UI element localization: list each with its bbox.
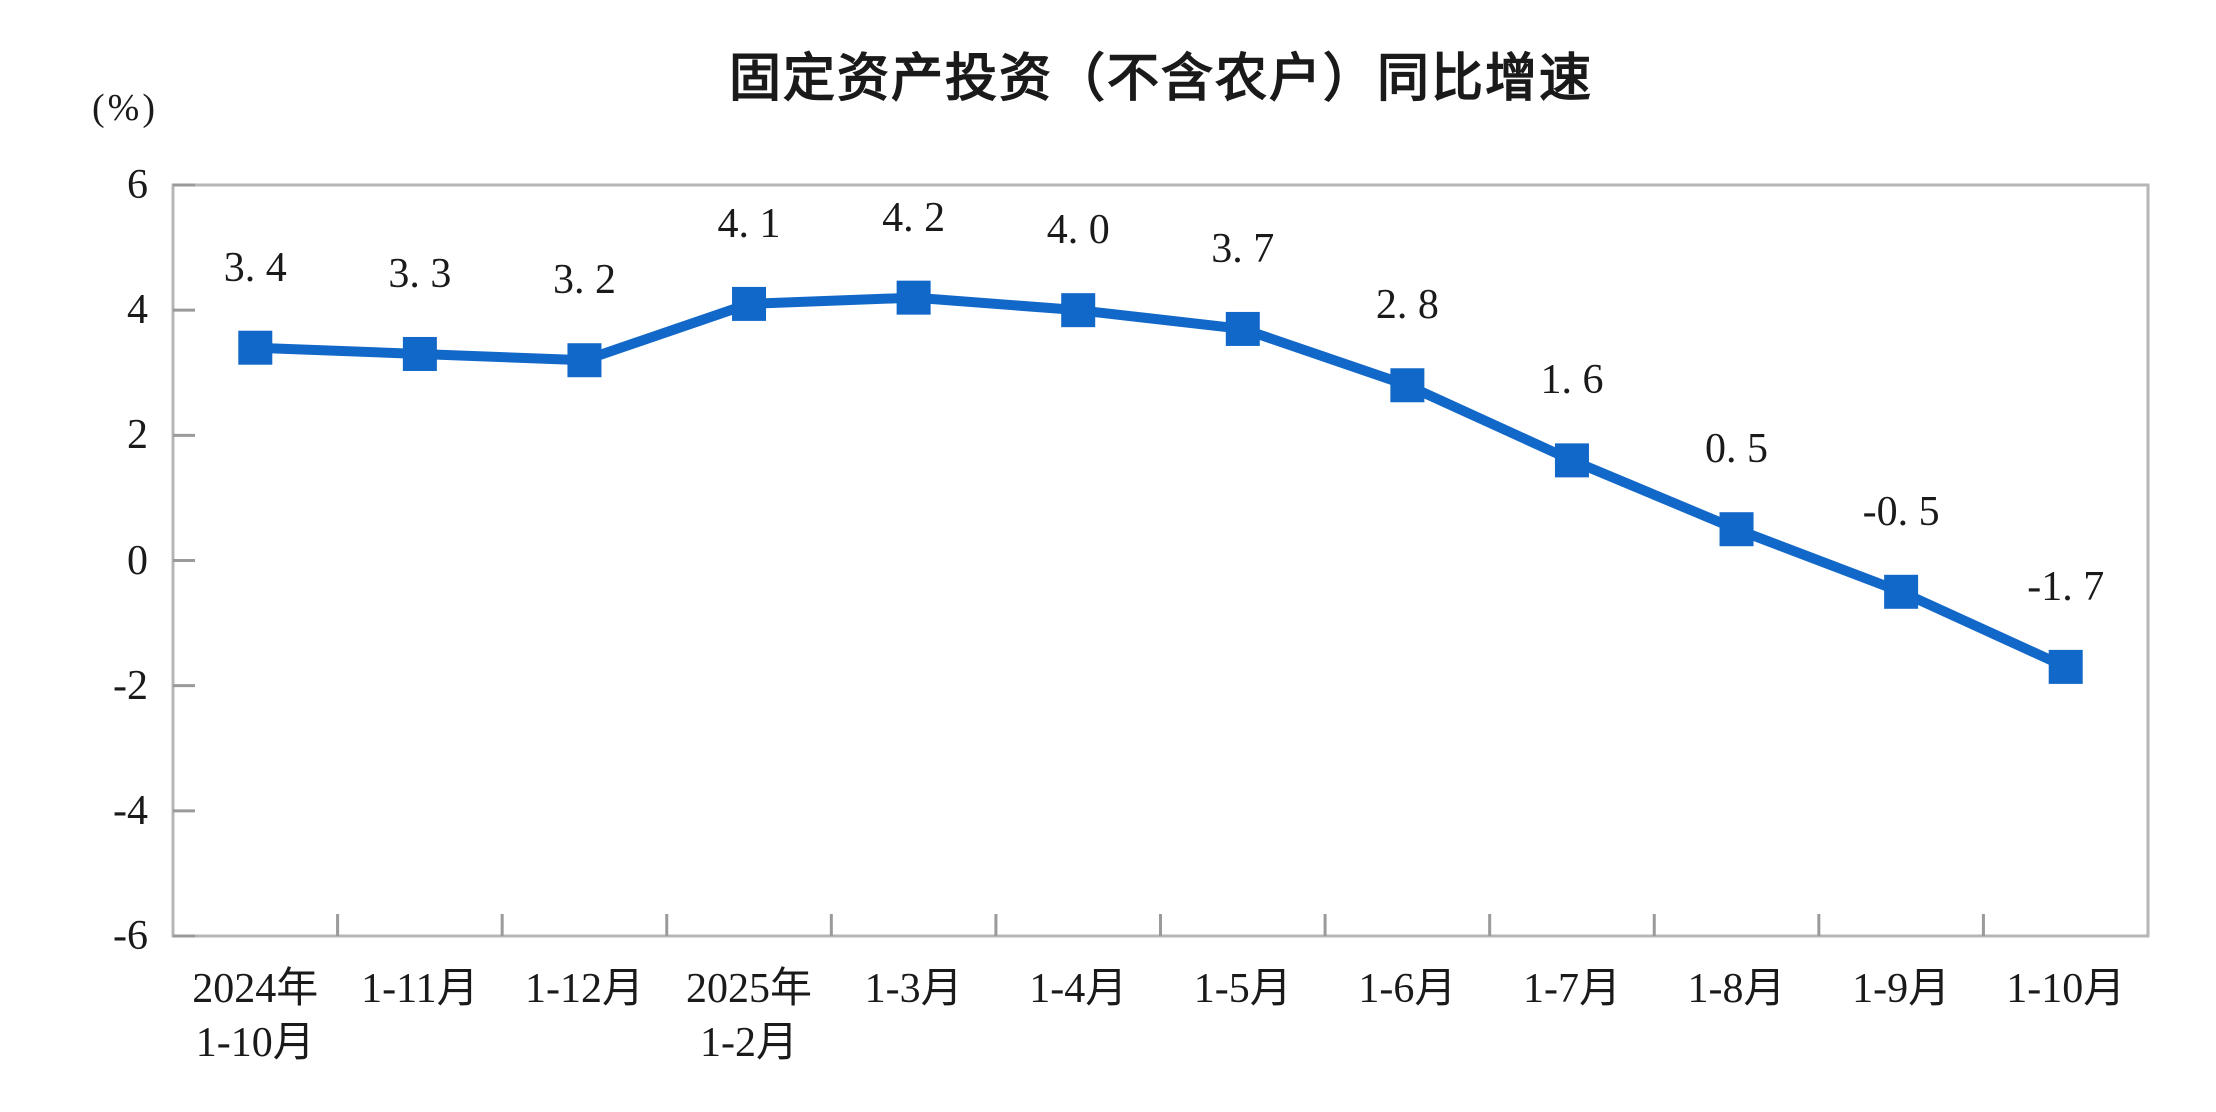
data-point-marker	[896, 280, 931, 315]
data-point-marker	[1554, 443, 1589, 478]
data-point-marker	[1061, 293, 1096, 328]
x-axis-label: 2025年 1-2月	[686, 966, 813, 1066]
data-point-marker	[402, 336, 437, 371]
x-axis-label: 1-10月	[2006, 966, 2126, 1012]
y-axis-tick-label: -6	[113, 913, 148, 959]
x-axis-label: 1-3月	[864, 966, 963, 1012]
data-label: 4. 1	[717, 200, 781, 247]
series-line	[250, 292, 2071, 672]
data-label: -0. 5	[1862, 488, 1940, 535]
data-point-marker	[1884, 574, 1919, 609]
data-label: 4. 0	[1046, 207, 1110, 254]
data-label: 1. 6	[1540, 357, 1604, 404]
y-axis-tick-label: 0	[127, 537, 148, 584]
y-axis-tick-label: -4	[113, 787, 148, 834]
y-axis-tick-label: 4	[127, 287, 148, 334]
data-point-marker	[2048, 649, 2083, 684]
data-point-marker	[1390, 368, 1425, 403]
data-label: 2. 8	[1375, 282, 1439, 329]
x-axis-label: 1-6月	[1358, 966, 1457, 1012]
y-axis-tick-label: 6	[127, 162, 148, 208]
data-label: 0. 5	[1705, 426, 1769, 473]
x-axis-label: 1-12月	[524, 966, 644, 1012]
y-axis-tick-label: -2	[113, 662, 148, 709]
y-axis-tick-label: 2	[127, 412, 148, 459]
data-label: 3. 7	[1211, 225, 1275, 272]
data-point-marker	[238, 330, 273, 365]
chart-title: 固定资产投资（不含农户）同比增速	[728, 50, 1593, 108]
data-label: 4. 2	[882, 194, 946, 241]
data-point-marker	[1225, 311, 1260, 346]
x-axis-label: 1-4月	[1029, 966, 1128, 1012]
x-axis-label: 1-11月	[361, 966, 479, 1012]
x-axis-label: 1-9月	[1852, 966, 1951, 1012]
x-axis-label: 1-5月	[1193, 966, 1292, 1012]
x-axis-label: 1-7月	[1522, 966, 1621, 1012]
data-point-marker	[1719, 512, 1754, 547]
data-point-marker	[732, 286, 767, 321]
data-label: -1. 7	[2027, 563, 2105, 610]
data-label: 3. 3	[388, 250, 452, 297]
x-axis-label: 1-8月	[1687, 966, 1786, 1012]
data-point-marker	[567, 343, 602, 378]
data-label: 3. 4	[223, 244, 287, 291]
y-axis-unit-label: (%)	[92, 87, 158, 129]
data-label: 3. 2	[552, 257, 616, 304]
x-axis-label: 2024年 1-10月	[192, 966, 319, 1066]
